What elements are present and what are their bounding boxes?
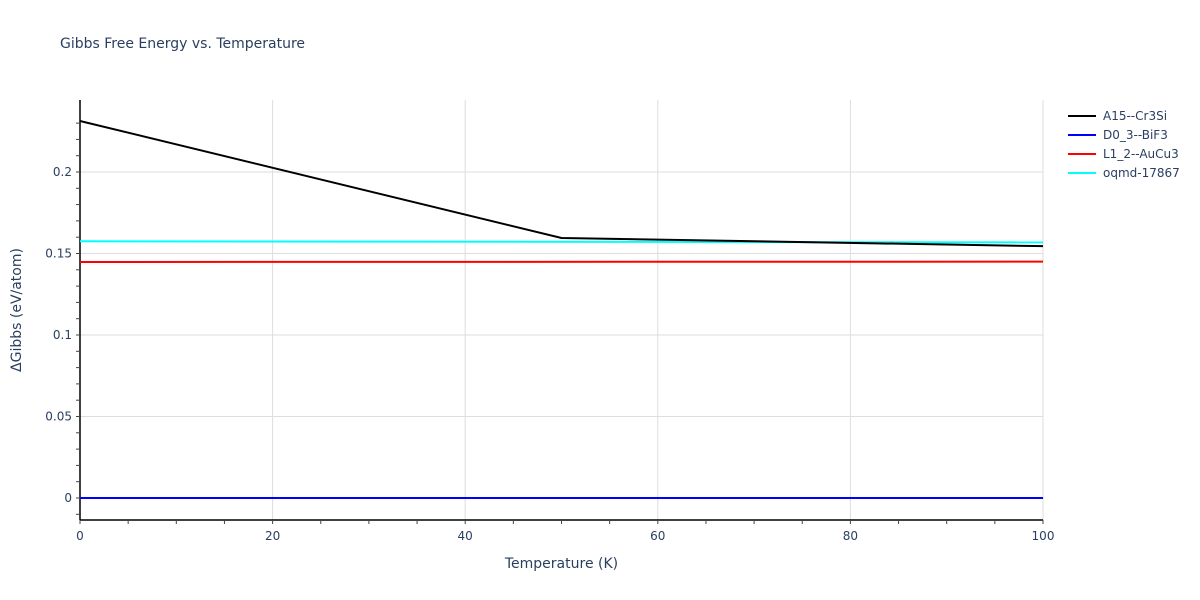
chart-title: Gibbs Free Energy vs. Temperature <box>60 36 306 52</box>
x-axis-title: Temperature (K) <box>504 556 618 572</box>
legend-label: oqmd-17867 <box>1103 165 1180 180</box>
legend-label: L1_2--AuCu3 <box>1103 146 1179 161</box>
legend-item[interactable]: D0_3--BiF3 <box>1068 125 1180 144</box>
x-tick-label: 80 <box>843 529 858 543</box>
y-tick-label: 0.15 <box>45 247 72 261</box>
legend: A15--Cr3Si D0_3--BiF3 L1_2--AuCu3 oqmd-1786… <box>1068 106 1180 182</box>
legend-item[interactable]: A15--Cr3Si <box>1068 106 1180 125</box>
x-tick-label: 40 <box>458 529 473 543</box>
legend-label: D0_3--BiF3 <box>1103 127 1168 142</box>
x-tick-label: 100 <box>1032 529 1055 543</box>
x-tick-label: 60 <box>650 529 665 543</box>
legend-item[interactable]: oqmd-17867 <box>1068 163 1180 182</box>
legend-swatch-icon <box>1068 114 1096 117</box>
series-line[interactable] <box>79 120 1044 248</box>
x-tick-label: 20 <box>265 529 280 543</box>
y-tick-label: 0.05 <box>45 410 72 424</box>
legend-swatch-icon <box>1068 171 1096 174</box>
legend-swatch-icon <box>1068 133 1096 136</box>
y-tick-label: 0.1 <box>53 328 72 342</box>
x-tick-label: 0 <box>76 529 84 543</box>
y-tick-label: 0.2 <box>53 165 72 179</box>
legend-swatch-icon <box>1068 152 1096 155</box>
legend-label: A15--Cr3Si <box>1103 108 1168 123</box>
legend-item[interactable]: L1_2--AuCu3 <box>1068 144 1180 163</box>
series-line[interactable] <box>79 240 1044 244</box>
y-axis-title: ΔGibbs (eV/atom) <box>9 248 25 372</box>
y-tick-label: 0 <box>64 491 72 505</box>
